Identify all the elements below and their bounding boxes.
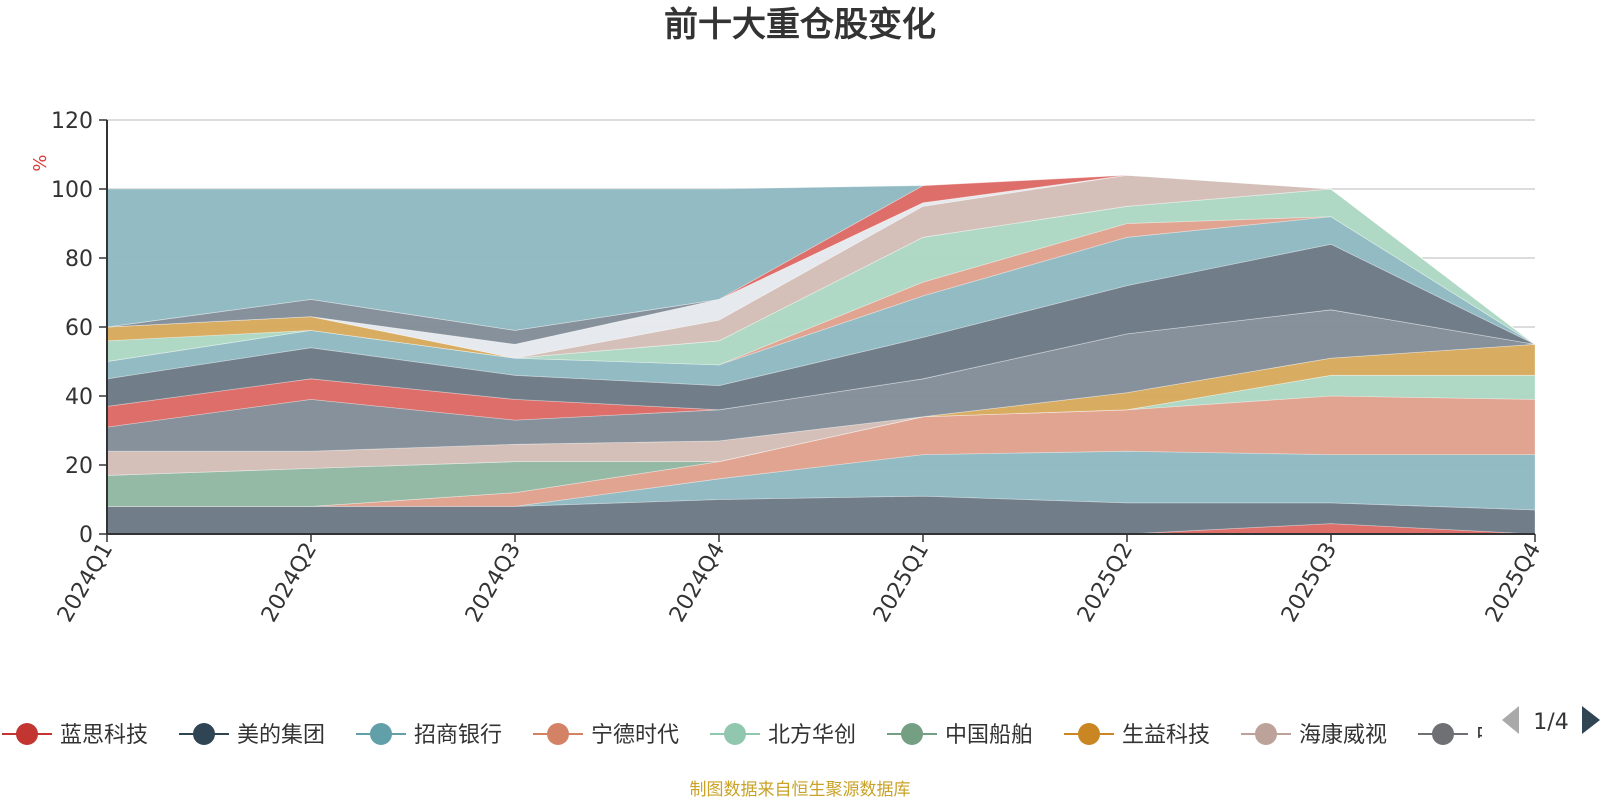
y-tick-label: 120 xyxy=(51,109,93,134)
legend-label: 海康威视 xyxy=(1299,723,1387,748)
area-series-兆易创新 xyxy=(106,188,1536,359)
y-axis-label: % xyxy=(30,154,51,171)
x-tick-label: 2024Q2 xyxy=(257,539,322,627)
legend-label: 北方华创 xyxy=(768,723,856,748)
legend-item[interactable]: 海康威视 xyxy=(1241,723,1387,748)
y-axis-ticks: 0 20 40 60 80 100 120 xyxy=(51,109,107,548)
legend-label: 中 xyxy=(1476,723,1498,748)
chart-title: 前十大重仓股变化 xyxy=(664,5,936,45)
x-tick-label: 2025Q1 xyxy=(869,539,934,627)
legend-item[interactable]: 中国船舶 xyxy=(887,723,1033,748)
legend-item[interactable]: 北方华创 xyxy=(710,723,856,748)
triangle-right-icon[interactable] xyxy=(1582,706,1600,734)
legend-marker xyxy=(16,723,38,745)
area-series-招商银行 xyxy=(107,450,1536,511)
legend-page-indicator: 1/4 xyxy=(1533,710,1568,735)
legend-item[interactable]: 蓝思科技 xyxy=(2,723,148,748)
legend-item[interactable]: 招商银行 xyxy=(356,723,502,748)
x-tick-label: 2025Q4 xyxy=(1481,539,1546,627)
legend-item[interactable]: 中 xyxy=(1418,723,1498,748)
y-tick-label: 60 xyxy=(65,316,93,341)
legend-marker xyxy=(1255,723,1277,745)
x-tick-label: 2025Q3 xyxy=(1277,539,1342,627)
legend-item[interactable]: 生益科技 xyxy=(1064,723,1210,748)
area-series-海康威视 xyxy=(106,343,1536,476)
y-tick-label: 40 xyxy=(65,385,93,410)
x-tick-label: 2024Q3 xyxy=(461,539,526,627)
legend-label: 生益科技 xyxy=(1122,723,1210,748)
legend-label: 宁德时代 xyxy=(591,723,679,748)
legend-marker xyxy=(901,723,923,745)
legend-item[interactable]: 宁德时代 xyxy=(533,723,679,748)
triangle-left-icon[interactable] xyxy=(1502,706,1519,734)
legend: 蓝思科技 美的集团 招商银行 宁德时代 北方华创 中国船舶 生益科技 海康威视 中 xyxy=(2,723,1498,748)
x-axis-ticks: 2024Q1 2024Q2 2024Q3 2024Q4 2025Q1 2025Q2 2025… xyxy=(53,534,1546,627)
area-series-中际旭创 xyxy=(106,309,1536,452)
x-tick-label: 2024Q4 xyxy=(665,539,730,627)
legend-marker xyxy=(193,723,215,745)
y-tick-label: 80 xyxy=(65,247,93,272)
legend-item[interactable]: 美的集团 xyxy=(179,723,325,748)
area-series xyxy=(106,174,1536,535)
legend-label: 中国船舶 xyxy=(945,723,1033,748)
legend-marker xyxy=(1432,723,1454,745)
legend-marker xyxy=(547,723,569,745)
y-tick-label: 20 xyxy=(65,454,93,479)
area-series-其他 xyxy=(106,174,1536,345)
legend-label: 招商银行 xyxy=(414,723,502,748)
x-tick-label: 2025Q2 xyxy=(1073,539,1138,627)
legend-label: 美的集团 xyxy=(237,723,325,748)
legend-marker xyxy=(1078,723,1100,745)
y-tick-label: 0 xyxy=(79,523,93,548)
legend-pager: 1/4 xyxy=(1502,706,1600,735)
x-tick-label: 2024Q1 xyxy=(53,539,118,627)
legend-marker xyxy=(724,723,746,745)
legend-marker xyxy=(370,723,392,745)
footer-source: 制图数据来自恒生聚源数据库 xyxy=(690,780,911,800)
y-tick-label: 100 xyxy=(51,178,93,203)
legend-label: 蓝思科技 xyxy=(60,723,148,748)
